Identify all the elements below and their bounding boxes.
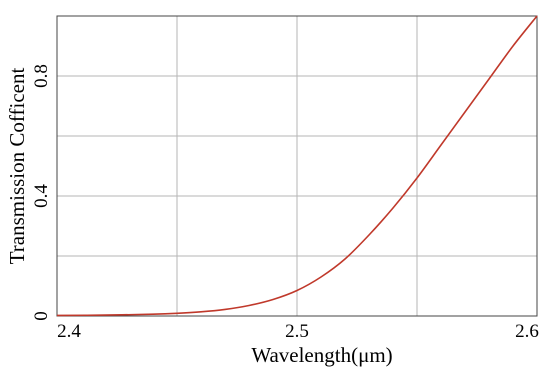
plot-frame (56, 15, 538, 317)
x-tick-label: 2.6 (515, 321, 539, 342)
y-axis-label: Transmission Cofficent (5, 68, 29, 265)
x-tick-label: 2.5 (285, 321, 309, 342)
y-tick-label: 0 (31, 311, 52, 321)
series-group (56, 15, 538, 317)
x-axis-label: Wavelength(μm) (251, 343, 392, 367)
tick-labels: 2.4 2.5 2.6 0 0.4 0.8 (31, 64, 539, 342)
y-tick-label: 0.4 (31, 184, 52, 208)
y-tick-label: 0.8 (31, 64, 52, 88)
grid (57, 16, 537, 316)
series-line-0 (56, 15, 538, 317)
x-tick-label: 2.4 (57, 321, 81, 342)
